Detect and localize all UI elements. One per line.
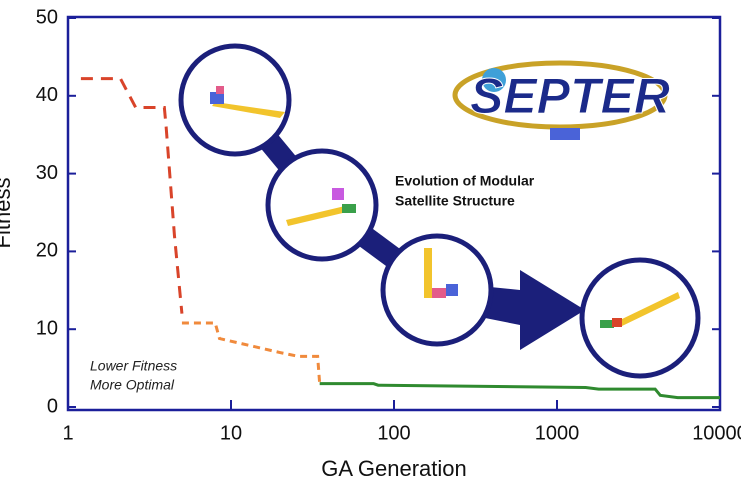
y-tick-label: 40 [36, 84, 58, 106]
module [432, 288, 446, 298]
y-axis-label: Fitness [0, 178, 15, 249]
stage-circle [265, 148, 379, 262]
y-tick-label: 50 [36, 6, 58, 28]
x-tick-label: 1 [62, 422, 73, 444]
annotation: Evolution of Modular [395, 173, 535, 189]
module [342, 204, 356, 213]
x-axis-label: GA Generation [321, 456, 467, 481]
y-tick-label: 0 [47, 395, 58, 417]
evolution-illustration [178, 43, 701, 379]
panel [286, 206, 347, 226]
annotation: Lower Fitness [90, 358, 177, 374]
logo: SEPTER [452, 60, 671, 140]
module [446, 284, 458, 296]
module [210, 92, 224, 104]
stage-circle [178, 43, 292, 157]
x-tick-label: 100 [377, 422, 410, 444]
logo-module [550, 128, 580, 140]
panel [424, 248, 432, 298]
logo-orbit [452, 60, 668, 130]
panel [620, 292, 680, 326]
annotation: Satellite Structure [395, 193, 515, 209]
fitness-line [80, 77, 184, 314]
arrow [470, 270, 585, 350]
x-tick-label: 10 [220, 422, 242, 444]
logo-globe [482, 68, 506, 92]
y-tick-label: 30 [36, 162, 58, 184]
fitness-line [181, 321, 322, 384]
annotation: More Optimal [90, 377, 175, 393]
module [332, 188, 344, 200]
x-tick-label: 10000 [692, 422, 741, 444]
module [216, 86, 224, 94]
module [600, 320, 614, 328]
module [612, 318, 622, 327]
x-tick-label: 1000 [535, 422, 580, 444]
logo-text: SEPTER [470, 68, 670, 124]
panel [212, 102, 285, 118]
y-tick-label: 10 [36, 317, 58, 339]
y-tick-label: 20 [36, 240, 58, 262]
stage-circle [579, 257, 701, 379]
fitness-line [319, 382, 720, 400]
